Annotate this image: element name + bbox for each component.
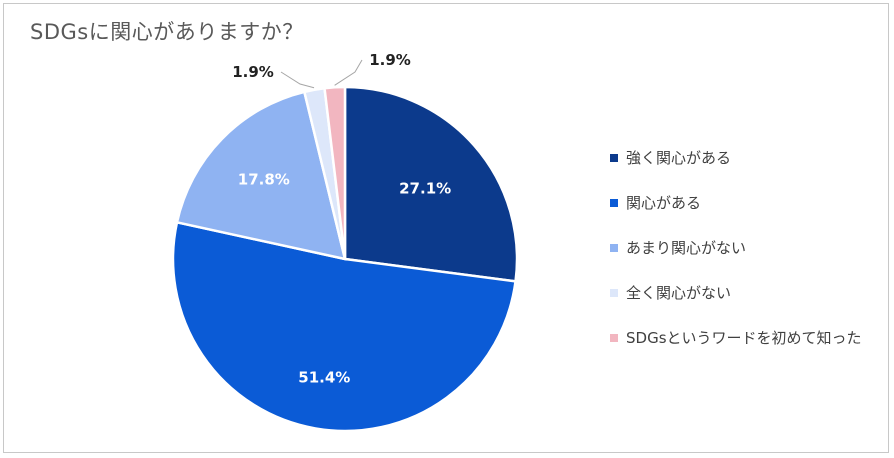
legend-swatch	[610, 198, 618, 207]
slice-label: 51.4%	[298, 369, 350, 387]
legend-label: 関心がある	[626, 194, 702, 212]
legend-swatch	[610, 333, 618, 342]
leader-line	[280, 71, 315, 89]
legend-swatch	[610, 243, 618, 252]
legend-item: 強く関心がある	[610, 135, 880, 180]
legend-label: 全く関心がない	[626, 284, 732, 302]
pie-slice	[323, 85, 347, 260]
legend-swatch	[610, 153, 618, 162]
legend: 強く関心がある 関心がある あまり関心がない 全く関心がない SDGsというワー…	[610, 135, 880, 360]
pie-slice	[171, 220, 517, 433]
pie-slice	[175, 90, 347, 261]
legend-swatch	[610, 288, 618, 297]
leader-line	[334, 59, 363, 86]
chart-title: SDGsに関心がありますか？	[30, 20, 304, 44]
legend-label: 強く関心がある	[626, 149, 732, 167]
slice-label: 1.9%	[369, 51, 411, 69]
legend-item: 関心がある	[610, 180, 880, 225]
slice-label: 27.1%	[399, 180, 451, 198]
slice-label: 1.9%	[232, 63, 274, 81]
pie-slice	[343, 85, 519, 283]
legend-item: 全く関心がない	[610, 270, 880, 315]
legend-item: SDGsというワードを初めて知った	[610, 315, 880, 360]
legend-label: あまり関心がない	[626, 239, 747, 257]
legend-item: あまり関心がない	[610, 225, 880, 270]
legend-label: SDGsというワードを初めて知った	[626, 329, 862, 347]
slice-label: 17.8%	[238, 171, 290, 189]
